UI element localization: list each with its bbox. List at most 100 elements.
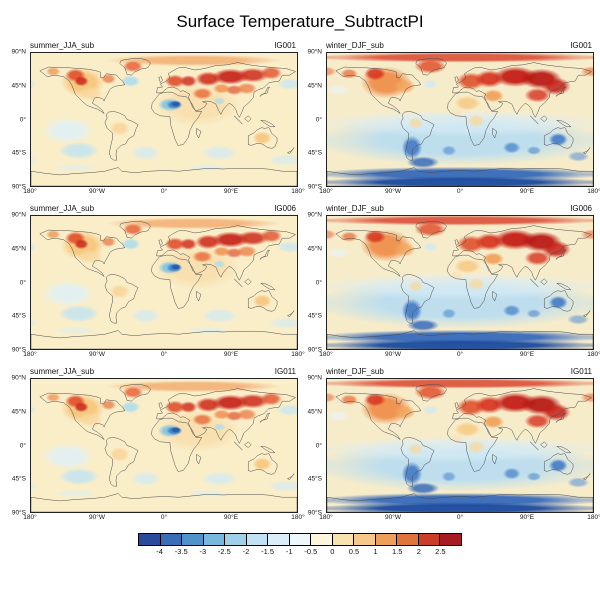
panel-winter-ig011: winter_DJF_sub IG011 90°N 45°N 0° 45°S 90°S … (304, 367, 600, 523)
colorbar-tick-label: -3 (199, 547, 207, 556)
colorbar-segment (202, 534, 225, 545)
lon-tick-label: 90°E (519, 351, 535, 358)
panel-header: winter_DJF_sub IG011 (326, 367, 592, 376)
map-canvas (31, 53, 297, 186)
lat-tick-label: 45°N (307, 82, 322, 90)
colorbar-segment (353, 534, 375, 545)
panel-title: winter_DJF_sub (326, 41, 384, 50)
map-frame (326, 52, 594, 187)
lon-tick-label: 180° (291, 351, 305, 358)
lon-tick-label: 90°E (223, 514, 239, 521)
panel-run-id: IG006 (274, 204, 296, 213)
colorbar-segments (138, 533, 462, 546)
lat-tick-label: 90°S (307, 509, 322, 517)
lat-axis: 90°N 45°N 0° 45°S 90°S (304, 374, 324, 517)
lat-tick-label: 90°S (307, 346, 322, 354)
colorbar: -4 -3.5 -3 -2.5 -2 -1.5 -1 -0.5 0 0.5 1 1.5 2 2.5 (138, 533, 462, 558)
colorbar-segment (181, 534, 203, 545)
lon-tick-label: 0° (456, 351, 464, 358)
colorbar-labels: -4 -3.5 -3 -2.5 -2 -1.5 -1 -0.5 0 0.5 1 1.5 2 2.5 (138, 546, 462, 558)
map-frame (30, 52, 298, 187)
lon-axis: 180° 90°W 0° 90°E 180° (319, 350, 600, 360)
panel-run-id: IG001 (570, 41, 592, 50)
panel-header: winter_DJF_sub IG006 (326, 204, 592, 213)
lat-tick-label: 0° (19, 442, 26, 449)
lon-tick-label: 0° (160, 514, 168, 521)
lat-axis: 90°N 45°N 0° 45°S 90°S (304, 48, 324, 191)
panel-summer-ig006: summer_JJA_sub IG006 90°N 45°N 0° 45°S 90°S … (8, 204, 304, 360)
lat-tick-label: 45°N (307, 408, 322, 416)
lat-tick-label: 90°N (11, 48, 26, 56)
colorbar-segment (139, 534, 160, 545)
colorbar-tick-label: 1.5 (391, 547, 403, 556)
chart-title: Surface Temperature_SubtractPI (176, 12, 424, 31)
lat-tick-label: 45°S (307, 475, 322, 483)
panel-title: summer_JJA_sub (30, 41, 95, 50)
lat-tick-label: 45°N (11, 82, 26, 90)
lat-tick-label: 45°N (307, 245, 322, 253)
panel-header: summer_JJA_sub IG006 (30, 204, 296, 213)
panel-body: 90°N 45°N 0° 45°S 90°S (8, 375, 298, 517)
lon-tick-label: 90°E (223, 351, 239, 358)
lat-tick-label: 90°N (307, 48, 322, 56)
colorbar-tick-label: 1 (373, 547, 378, 556)
colorbar-tick-label: 0 (330, 547, 335, 556)
panel-title: winter_DJF_sub (326, 204, 384, 213)
map-canvas (327, 216, 593, 349)
panel-body: 90°N 45°N 0° 45°S 90°S (8, 211, 298, 354)
map-frame (326, 378, 594, 513)
lon-tick-label: 180° (319, 514, 333, 521)
map-canvas (31, 379, 297, 512)
lat-tick-label: 45°S (11, 312, 26, 320)
lon-axis: 180° 90°W 0° 90°E 180° (319, 513, 600, 523)
panel-header: summer_JJA_sub IG001 (30, 41, 296, 50)
colorbar-tick-label: -2 (242, 547, 250, 556)
lon-tick-label: 90°W (385, 514, 401, 521)
panel-body: 90°N 45°N 0° 45°S 90°S (304, 374, 594, 517)
colorbar-tick-label: 0.5 (348, 547, 360, 556)
lon-tick-label: 180° (319, 351, 333, 358)
lat-tick-label: 45°S (307, 149, 322, 157)
colorbar-segment (288, 534, 311, 545)
lon-axis: 180° 90°W 0° 90°E 180° (319, 187, 600, 197)
colorbar-segment (396, 534, 418, 545)
panel-header: winter_DJF_sub IG001 (326, 41, 592, 50)
lat-tick-label: 90°S (11, 346, 26, 354)
panel-body: 90°N 45°N 0° 45°S 90°S (8, 48, 298, 191)
panel-summer-ig001: summer_JJA_sub IG001 90°N 45°N 0° 45°S 90°S … (8, 41, 304, 197)
lat-tick-label: 0° (19, 279, 26, 286)
lon-axis: 180° 90°W 0° 90°E 180° (23, 513, 304, 523)
lat-tick-label: 90°S (11, 183, 26, 191)
lat-tick-label: 45°S (307, 312, 322, 320)
colorbar-tick-label: 2.5 (435, 547, 446, 556)
panel-run-id: IG006 (570, 204, 592, 213)
panel-summer-ig011: summer_JJA_sub IG011 90°N 45°N 0° 45°S 90°S … (8, 367, 304, 523)
lat-tick-label: 90°N (11, 211, 26, 219)
lat-tick-label: 0° (315, 279, 322, 286)
lon-axis: 180° 90°W 0° 90°E 180° (23, 187, 304, 197)
lat-tick-label: 90°N (307, 374, 322, 382)
lat-tick-label: 0° (19, 116, 26, 123)
lon-tick-label: 0° (456, 514, 464, 521)
lon-tick-label: 90°W (89, 514, 105, 521)
lon-tick-label: 0° (456, 188, 464, 195)
colorbar-segment (267, 534, 289, 545)
colorbar-segment (159, 534, 182, 545)
colorbar-segment (439, 534, 461, 545)
lon-tick-label: 90°W (89, 351, 105, 358)
panel-header: summer_JJA_sub IG011 (30, 367, 296, 376)
panel-winter-ig001: winter_DJF_sub IG001 90°N 45°N 0° 45°S 90°S … (304, 41, 600, 197)
map-canvas (327, 53, 593, 186)
lon-tick-label: 90°W (385, 188, 401, 195)
map-frame (326, 215, 594, 350)
lat-tick-label: 90°S (11, 509, 26, 517)
colorbar-tick-label: 2 (416, 547, 421, 556)
lon-tick-label: 0° (160, 188, 168, 195)
lon-tick-label: 90°E (223, 188, 239, 195)
lat-axis: 90°N 45°N 0° 45°S 90°S (8, 375, 28, 517)
lon-axis: 180° 90°W 0° 90°E 180° (23, 350, 304, 360)
lon-tick-label: 180° (23, 351, 37, 358)
lon-tick-label: 90°W (89, 188, 105, 195)
panel-run-id: IG011 (570, 367, 592, 376)
